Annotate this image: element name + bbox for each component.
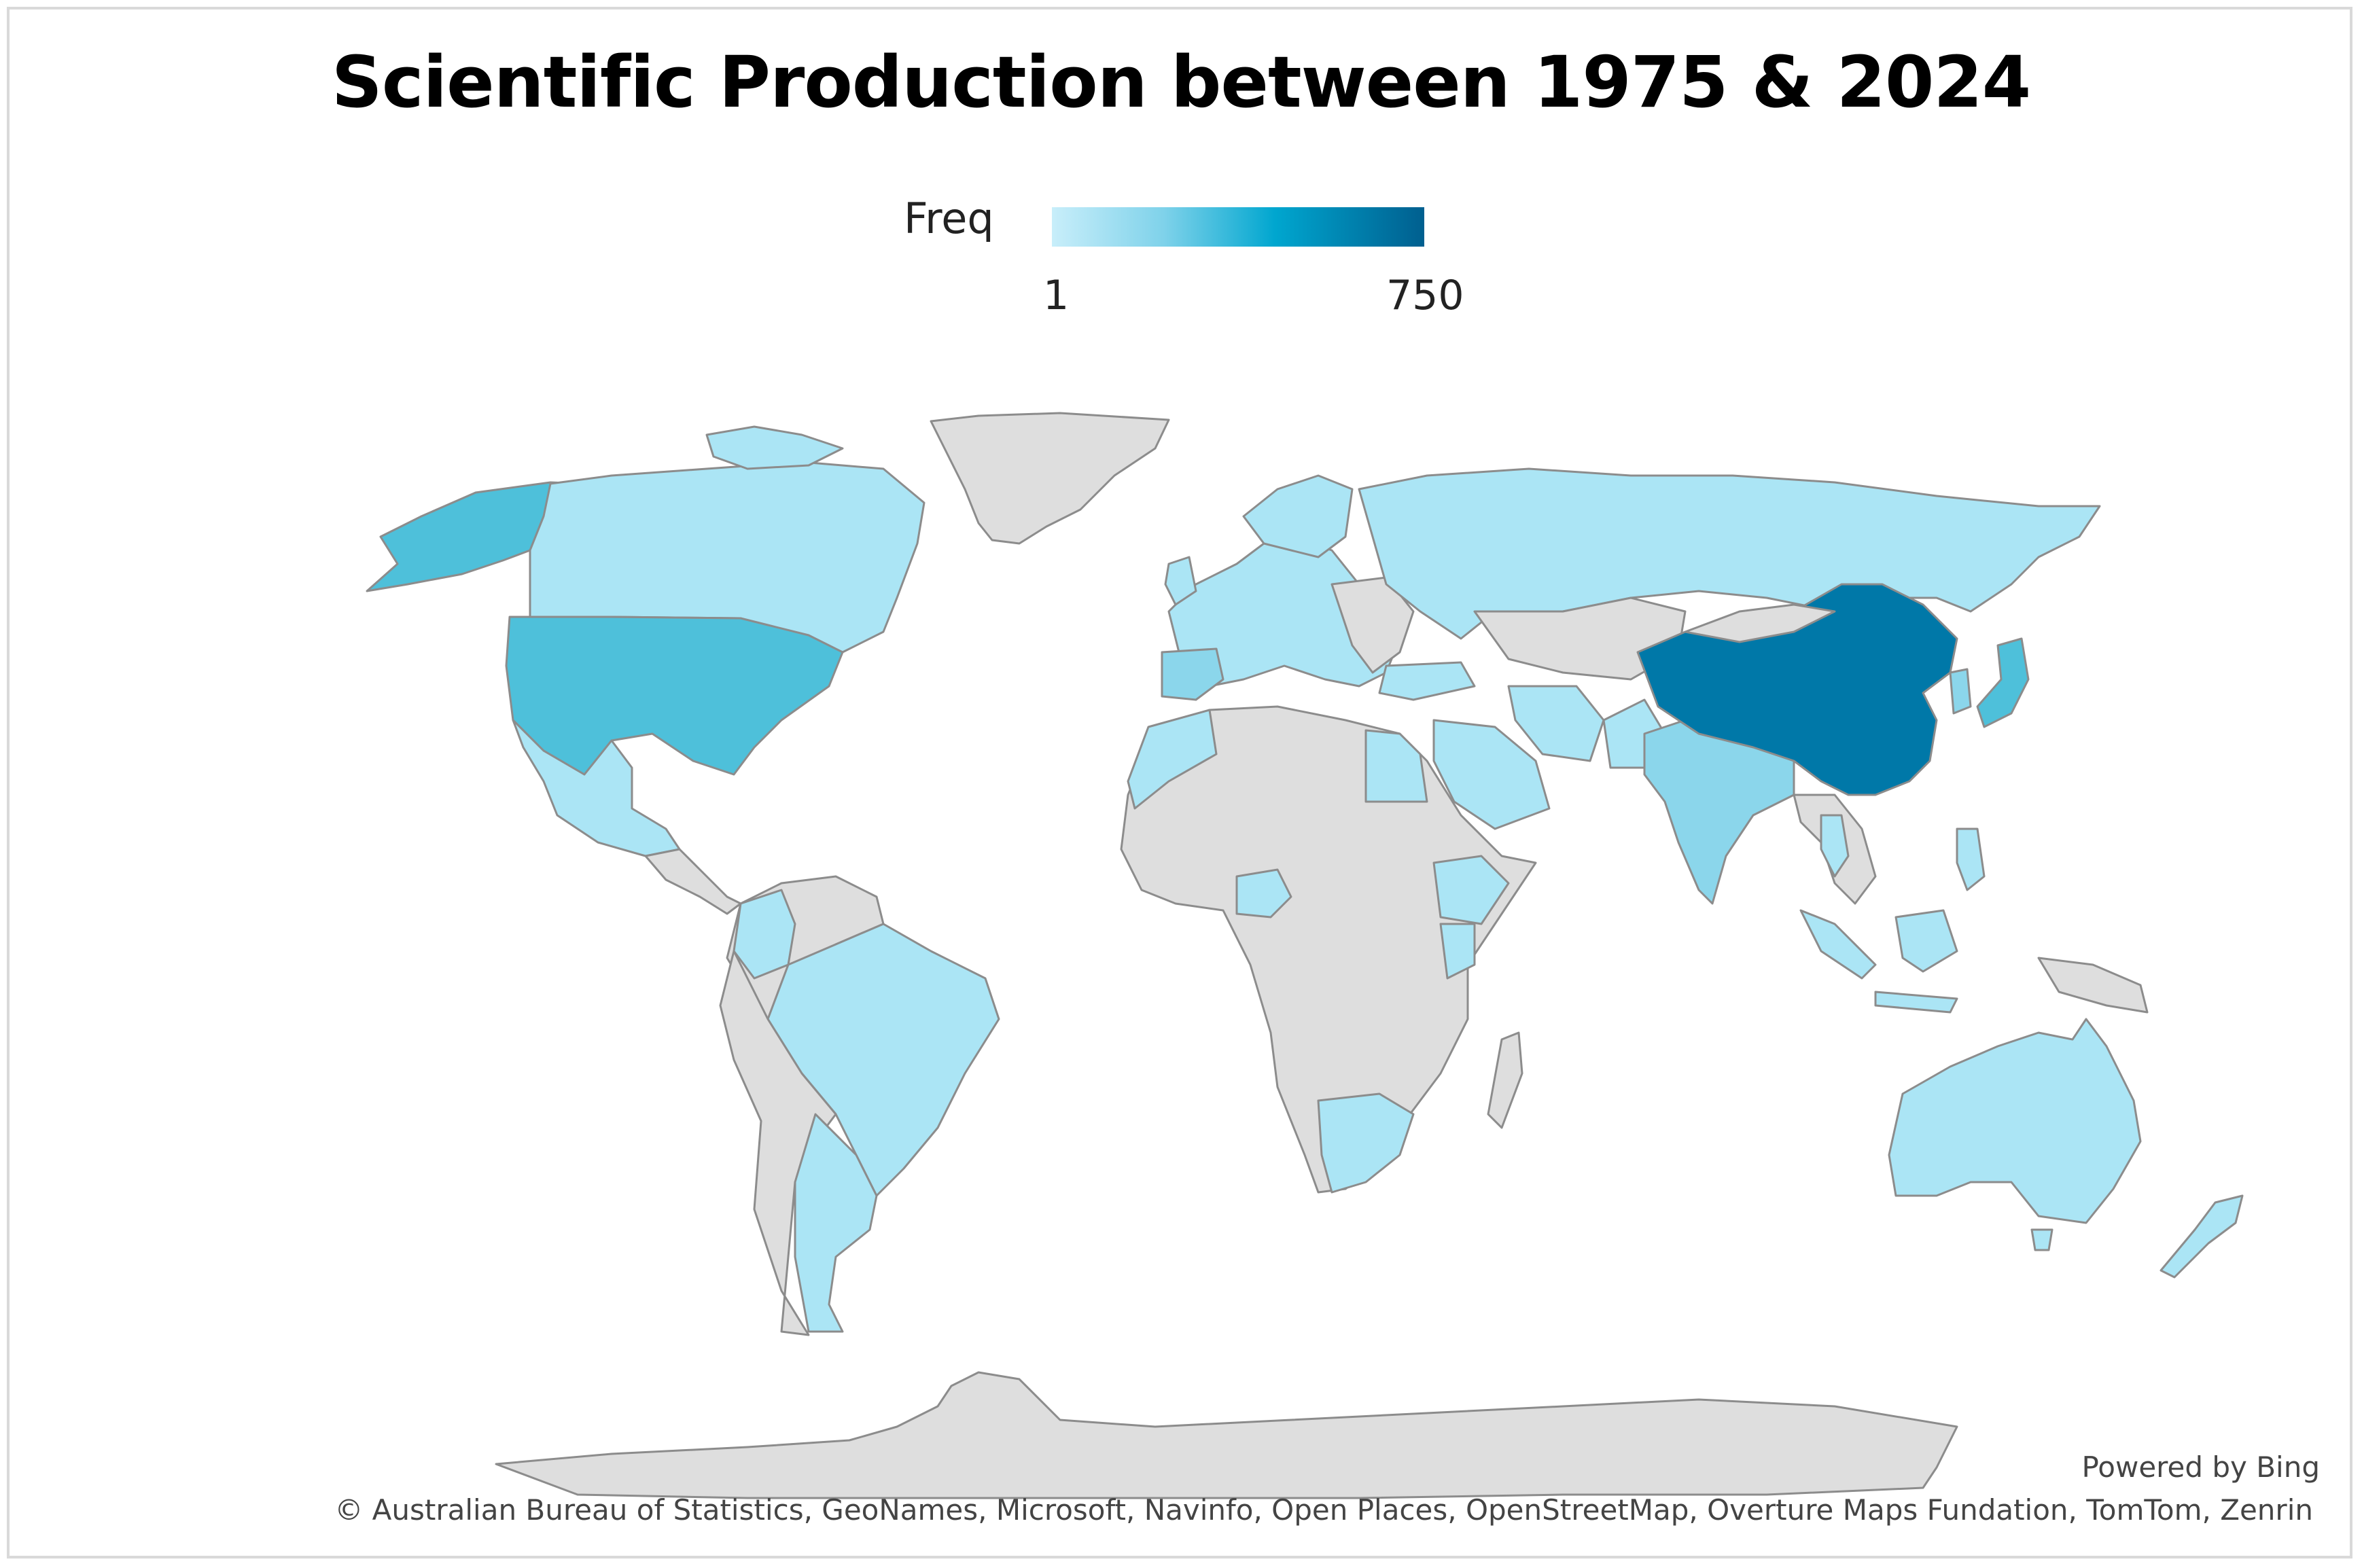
region-tasmania	[2030, 1228, 2053, 1251]
region-new-guinea	[2037, 957, 2149, 1014]
region-australia	[1888, 1018, 2142, 1224]
region-mongolia	[1684, 603, 1836, 643]
region-borneo	[1894, 909, 1958, 973]
region-indonesia-sumatra	[1799, 909, 1877, 980]
region-ethiopia	[1432, 855, 1510, 925]
region-russia	[1358, 467, 2101, 640]
region-egypt	[1364, 729, 1428, 803]
powered-by-label: Powered by Bing	[2081, 1450, 2320, 1484]
region-canada-islands	[705, 425, 844, 470]
region-indonesia-java	[1874, 991, 1958, 1014]
region-andes	[719, 950, 837, 1336]
chart-frame	[7, 7, 2352, 1558]
region-saudi-arabia	[1432, 719, 1551, 830]
region-iran	[1507, 685, 1605, 762]
region-north-africa-west	[1127, 709, 1218, 810]
region-spain	[1161, 647, 1224, 701]
legend-color-scale	[1052, 207, 1424, 247]
legend-min-label: 1	[1043, 272, 1070, 319]
region-madagascar	[1487, 1031, 1523, 1129]
region-argentina	[794, 1113, 878, 1333]
region-greenland	[930, 412, 1170, 545]
region-turkey	[1378, 661, 1476, 701]
region-korea	[1949, 668, 1972, 715]
region-mexico	[512, 719, 681, 857]
region-uk	[1164, 556, 1197, 606]
region-thailand	[1820, 814, 1850, 878]
region-nigeria	[1235, 868, 1292, 919]
map-attribution: © Australian Bureau of Statistics, GeoNa…	[334, 1493, 2313, 1527]
region-new-zealand	[2160, 1194, 2244, 1279]
region-south-africa	[1317, 1092, 1415, 1194]
region-kenya	[1439, 923, 1476, 980]
region-philippines	[1956, 827, 1986, 891]
region-central-america	[644, 848, 742, 915]
region-antarctica	[495, 1371, 1958, 1499]
legend-label: Freq	[904, 194, 994, 243]
region-scandinavia	[1242, 474, 1354, 558]
region-japan	[1976, 637, 2030, 728]
region-usa	[505, 616, 844, 776]
legend-max-label: 750	[1386, 272, 1464, 319]
map-title: Scientific Production between 1975 & 202…	[331, 41, 2031, 124]
